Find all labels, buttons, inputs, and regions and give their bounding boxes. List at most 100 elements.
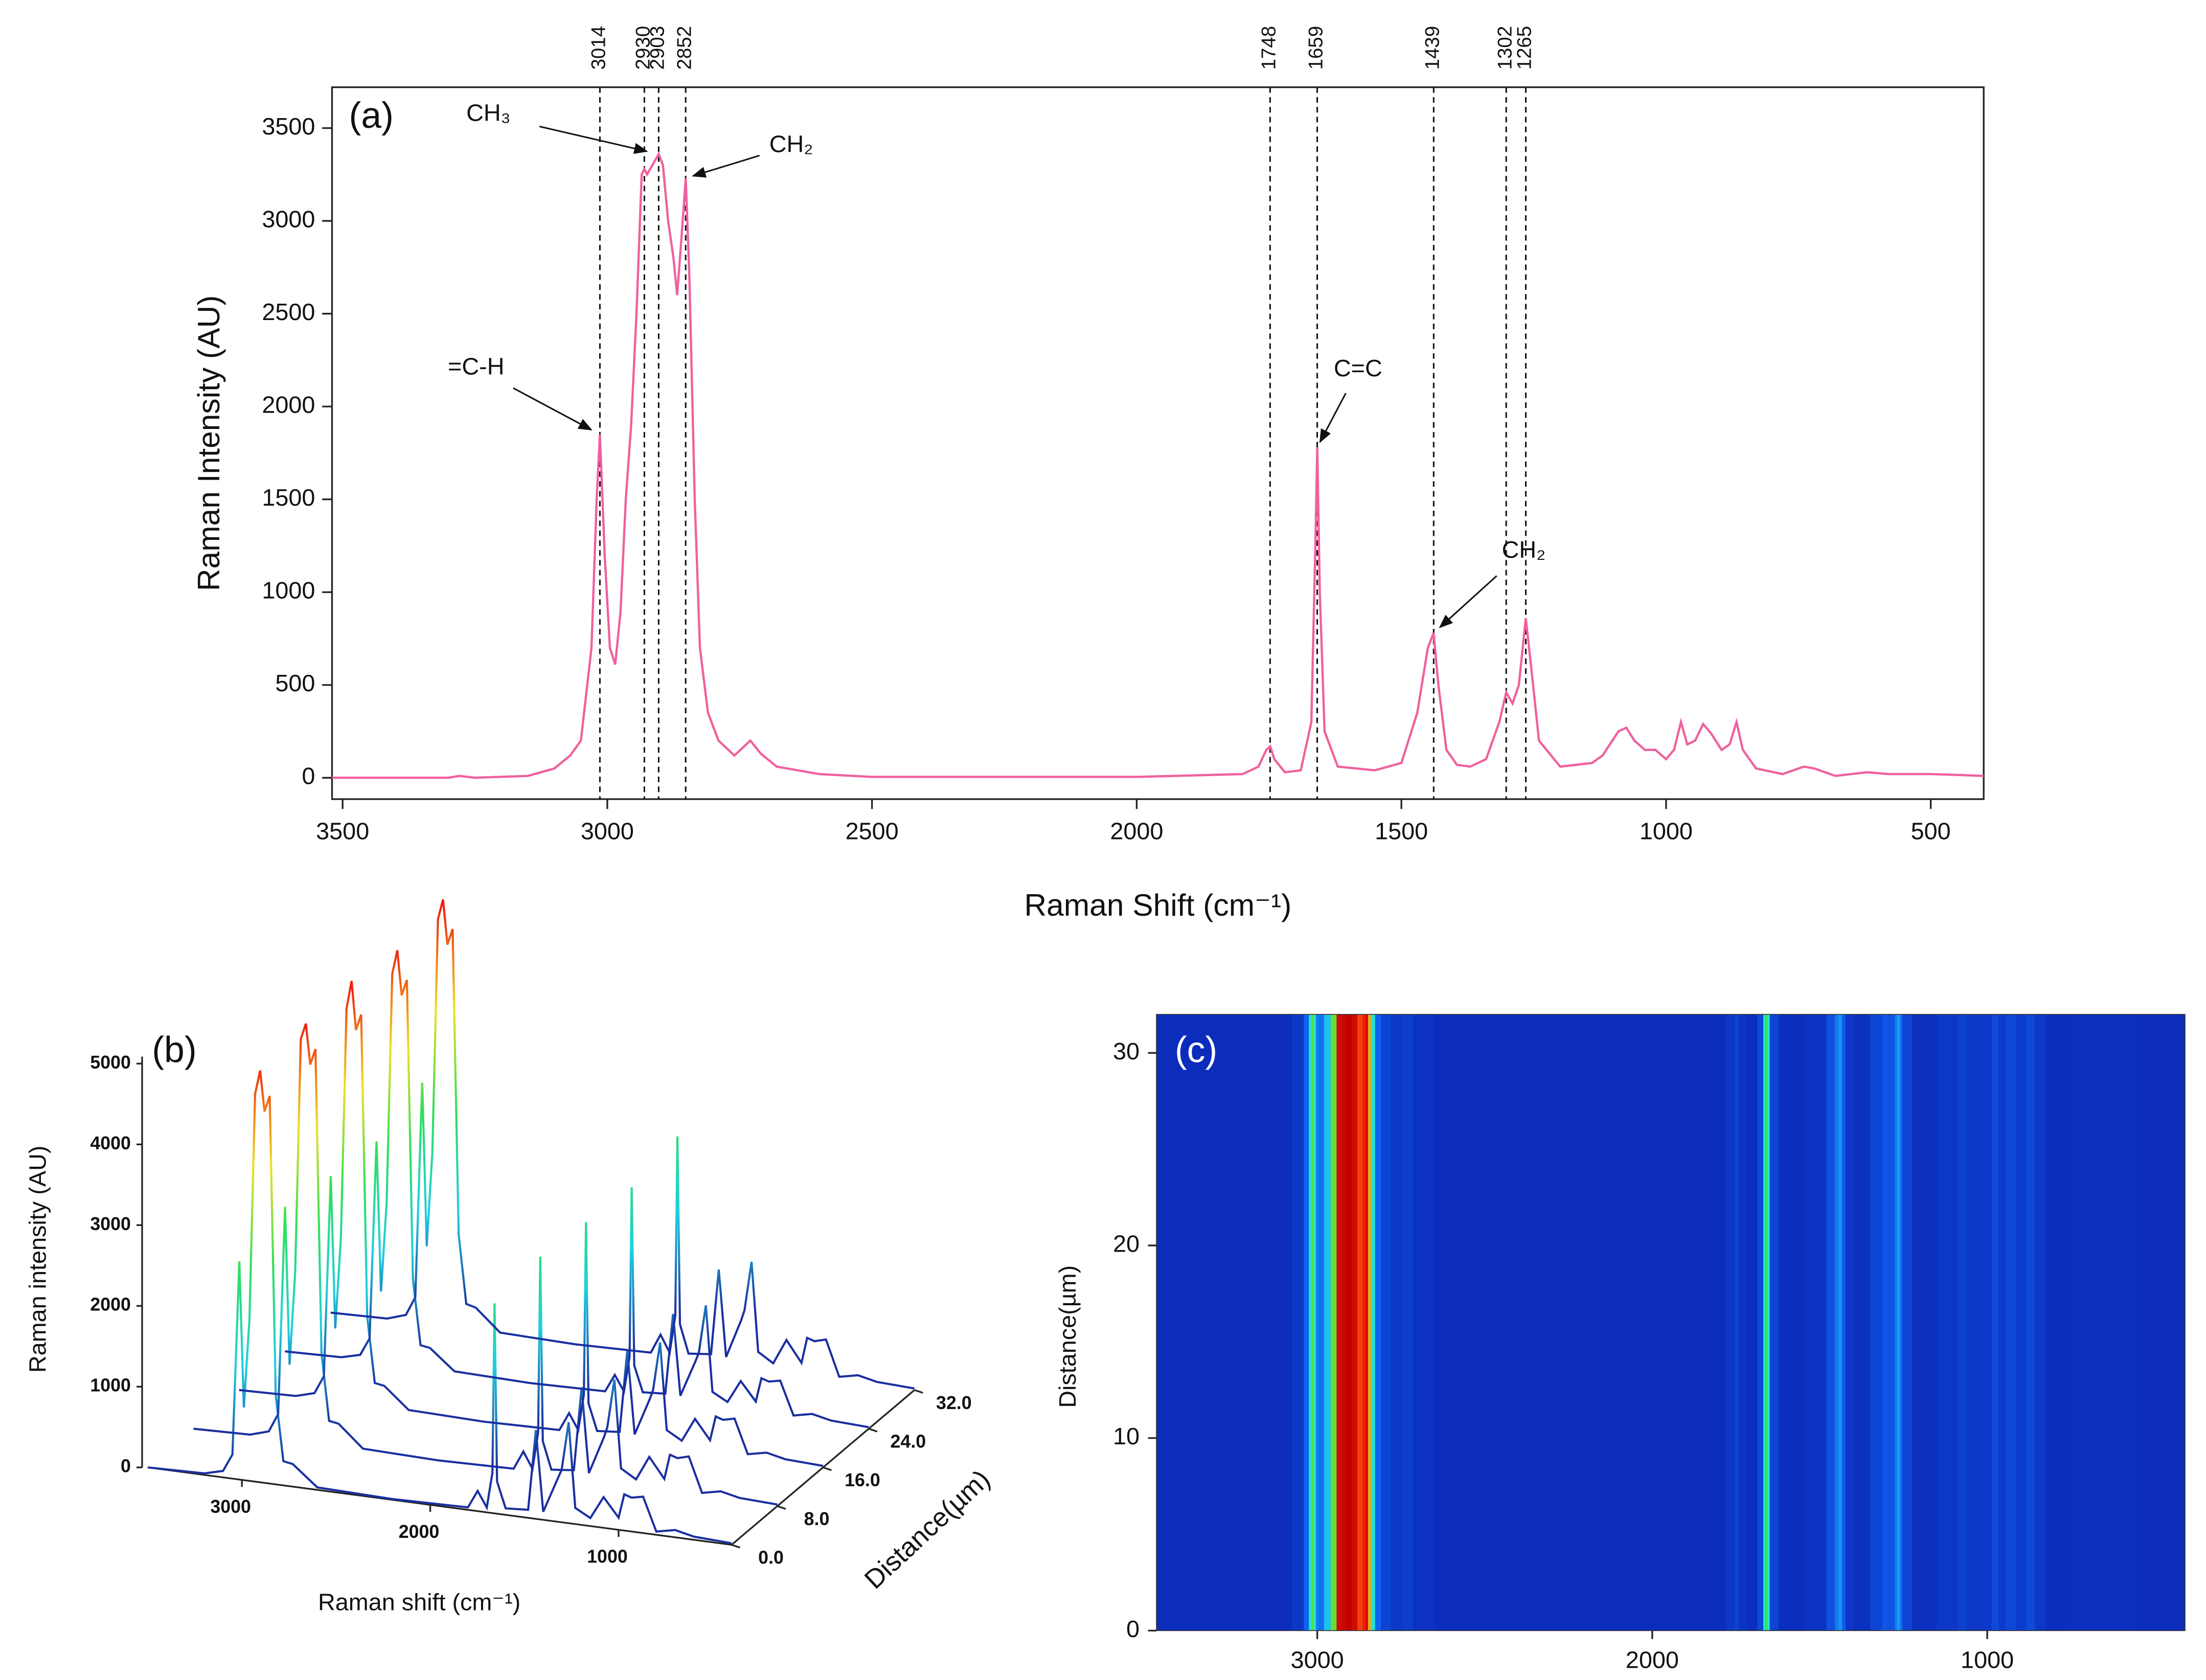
heat-cell <box>1336 1014 1343 1631</box>
annotation: CH₂ <box>769 131 813 157</box>
heat-cell <box>1318 1014 1325 1631</box>
heat-cell <box>2026 1014 2035 1631</box>
x-tick-label: 500 <box>1911 818 1951 844</box>
heat-cell <box>1842 1014 1847 1631</box>
x-tick-label: 1000 <box>1640 818 1693 844</box>
heat-cell <box>1311 1014 1314 1631</box>
plot-frame <box>1156 1014 2186 1631</box>
heat-cell <box>1357 1014 1363 1631</box>
peak-label: 1659 <box>1305 26 1327 70</box>
x-tick-label: 3000 <box>210 1496 251 1517</box>
heat-cell <box>1368 1014 1372 1631</box>
annotation-arrow <box>1439 575 1497 628</box>
heat-cell <box>1309 1014 1312 1631</box>
peak-label: 2852 <box>673 26 695 70</box>
x-tick-label: 3500 <box>316 818 369 844</box>
spectrum-line <box>285 950 869 1428</box>
y-tick-label: 1000 <box>90 1375 131 1396</box>
heat-cell <box>1746 1014 1758 1631</box>
heat-cell <box>1899 1014 1903 1631</box>
x-tick-label: 2000 <box>399 1522 440 1542</box>
heat-cell <box>1765 1014 1768 1631</box>
heat-cell <box>2045 1014 2072 1631</box>
y-tick-label: 3000 <box>90 1214 131 1234</box>
peak-label: 1748 <box>1258 26 1280 70</box>
heat-cell <box>2071 1014 2137 1631</box>
heat-cell <box>2034 1014 2046 1631</box>
heat-cell <box>1826 1014 1836 1631</box>
annotation-arrow <box>513 387 593 430</box>
plot-frame <box>331 86 1985 800</box>
x-tick-label: 1500 <box>1375 818 1428 844</box>
heat-cell <box>1958 1014 1967 1631</box>
y-tick-label: 4000 <box>90 1133 131 1153</box>
spectrum-line <box>330 899 915 1390</box>
y-tick-label: 0 <box>1126 1616 1140 1642</box>
heat-cell <box>1870 1014 1883 1631</box>
y-tick-label: 2000 <box>262 391 315 418</box>
heat-cell <box>1897 1014 1900 1631</box>
y-tick-label: 20 <box>1113 1230 1140 1257</box>
spectrum-line <box>147 1070 732 1545</box>
d-tick-label: 16.0 <box>845 1470 880 1490</box>
annotation: CH₃ <box>466 100 511 126</box>
heat-cell <box>1902 1014 1913 1631</box>
heat-cell <box>1313 1014 1317 1631</box>
heat-cell <box>1402 1014 1414 1631</box>
heat-cell <box>1391 1014 1403 1631</box>
annotation: =C-H <box>448 353 504 380</box>
peak-label: 1265 <box>1514 26 1536 70</box>
annotation-arrow <box>1319 393 1347 443</box>
heat-cell <box>1853 1014 1871 1631</box>
d-tick <box>731 1543 741 1549</box>
peak-label: 2930 <box>632 26 654 70</box>
heat-cell <box>1725 1014 1736 1631</box>
heat-cell <box>1966 1014 1980 1631</box>
heat-cell <box>1978 1014 1993 1631</box>
heat-cell <box>1330 1014 1337 1631</box>
heat-cell <box>1585 1014 1727 1631</box>
heat-cell <box>1992 1014 1999 1631</box>
heat-cell <box>1156 1014 1221 1631</box>
x-tick-label: 2000 <box>1110 818 1163 844</box>
x-axis-label: Raman shift (cm⁻¹) <box>318 1588 520 1615</box>
d-tick-label: 24.0 <box>891 1431 926 1451</box>
panel-label: (c) <box>1175 1029 1217 1070</box>
x-tick-label: 3000 <box>1291 1646 1344 1673</box>
heat-cell <box>1834 1014 1839 1631</box>
y-tick-label: 30 <box>1113 1038 1140 1064</box>
heat-cell <box>1738 1014 1747 1631</box>
heat-cell <box>1304 1014 1310 1631</box>
heat-cell <box>1220 1014 1293 1631</box>
heat-cell <box>1769 1014 1779 1631</box>
x-axis-label: Raman Shift (cm⁻¹) <box>1024 888 1291 922</box>
heat-cell <box>1735 1014 1739 1631</box>
peak-label: 3014 <box>588 26 610 70</box>
heat-cell <box>1912 1014 1938 1631</box>
heat-cell <box>1803 1014 1827 1631</box>
y-tick-label: 3000 <box>262 206 315 232</box>
d-tick-label: 8.0 <box>804 1509 830 1529</box>
panel-label: (b) <box>152 1029 196 1070</box>
heat-cell <box>1882 1014 1886 1631</box>
heat-cell <box>1375 1014 1382 1631</box>
heat-cell <box>1341 1014 1348 1631</box>
heat-cell <box>1371 1014 1376 1631</box>
heat-cell <box>1315 1014 1320 1631</box>
heat-cell <box>1413 1014 1436 1631</box>
peak-label: 1439 <box>1421 26 1443 70</box>
heat-cell <box>1885 1014 1888 1631</box>
heat-cell <box>2015 1014 2027 1631</box>
heat-cell <box>2006 1014 2016 1631</box>
x-tick-label: 1000 <box>587 1547 628 1567</box>
heat-cell <box>1891 1014 1896 1631</box>
y-tick-label: 0 <box>121 1456 131 1477</box>
x-tick-label: 3000 <box>581 818 634 844</box>
heat-cell <box>2136 1014 2186 1631</box>
y-tick-label: 0 <box>302 763 315 789</box>
heat-cell <box>1324 1014 1331 1631</box>
y-tick-label: 1500 <box>262 484 315 511</box>
spectrum-line <box>239 981 824 1467</box>
